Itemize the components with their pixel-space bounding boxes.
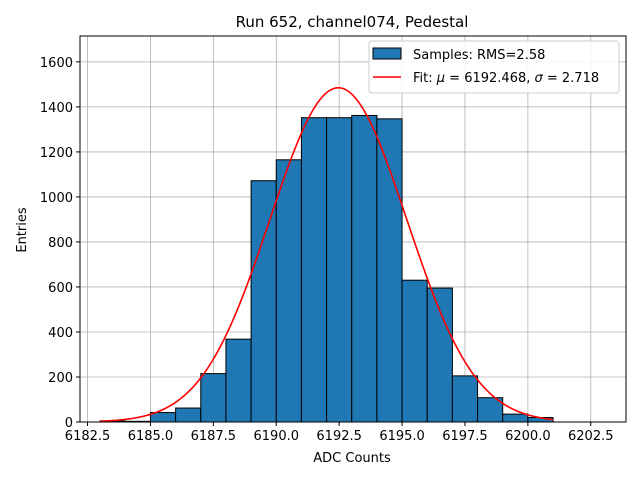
y-tick-label: 400	[48, 326, 73, 341]
histogram-bar	[175, 407, 202, 423]
y-tick-label: 1000	[40, 191, 73, 206]
fit-curve	[100, 86, 554, 423]
histogram-bar	[376, 118, 403, 423]
x-tick-label: 6185.0	[128, 429, 174, 444]
histogram-bar	[300, 117, 328, 423]
x-tick-label: 6202.5	[568, 429, 614, 444]
legend-mu-value: = 6192.468,	[445, 71, 534, 86]
legend-sigma-value: = 2.718	[543, 71, 599, 86]
y-tick-label: 1600	[40, 56, 73, 71]
histogram-bar	[326, 117, 353, 423]
y-tick-label: 600	[48, 281, 73, 296]
histogram-bar	[250, 180, 277, 423]
y-tick-label: 1200	[40, 146, 73, 161]
y-tick-label: 1400	[40, 101, 73, 116]
y-tick-label: 0	[65, 416, 73, 431]
y-tick-label: 200	[48, 371, 73, 386]
y-tick-label: 800	[48, 236, 73, 251]
x-tick-label: 6200.0	[505, 429, 551, 444]
y-axis-ticks: 0 200 400 600 800 1000 1200 1400 1600	[40, 56, 80, 431]
legend-fit-label: Fit: μ = 6192.468, σ = 2.718	[413, 71, 599, 86]
chart-title: Run 652, channel074, Pedestal	[236, 13, 469, 31]
legend-box	[368, 40, 620, 94]
legend-hist-label: Samples: RMS=2.58	[413, 48, 545, 63]
x-tick-label: 6195.0	[379, 429, 425, 444]
y-axis-label: Entries	[15, 207, 30, 253]
histogram-bar	[275, 159, 302, 423]
histogram-bar	[200, 373, 227, 423]
histogram-bar	[149, 412, 177, 423]
histogram-bar	[477, 397, 504, 423]
x-axis-label: ADC Counts	[313, 451, 391, 466]
legend-hist-text: Samples: RMS=2.58	[413, 48, 545, 63]
histogram-bar	[451, 375, 479, 423]
legend-hist-swatch	[372, 47, 402, 60]
x-axis-ticks: 6182.5 6185.0 6187.5 6190.0 6192.5 6195.0 6197…	[65, 422, 614, 444]
legend: Samples: RMS=2.58 Fit: μ = 6192.468, σ =…	[368, 40, 620, 94]
x-tick-label: 6187.5	[191, 429, 237, 444]
legend-mu-symbol: μ	[436, 71, 445, 86]
x-tick-label: 6192.5	[316, 429, 362, 444]
x-tick-label: 6182.5	[65, 429, 111, 444]
legend-sigma-symbol: σ	[535, 71, 544, 86]
x-tick-label: 6197.5	[442, 429, 488, 444]
histogram-bar	[502, 413, 529, 423]
histogram-bar	[225, 338, 252, 423]
legend-fit-prefix: Fit:	[413, 71, 437, 86]
histogram-bar	[351, 114, 378, 423]
histogram-bar	[426, 287, 453, 423]
histogram-bar	[401, 279, 428, 423]
x-tick-label: 6190.0	[254, 429, 300, 444]
plot-frame	[79, 35, 627, 423]
